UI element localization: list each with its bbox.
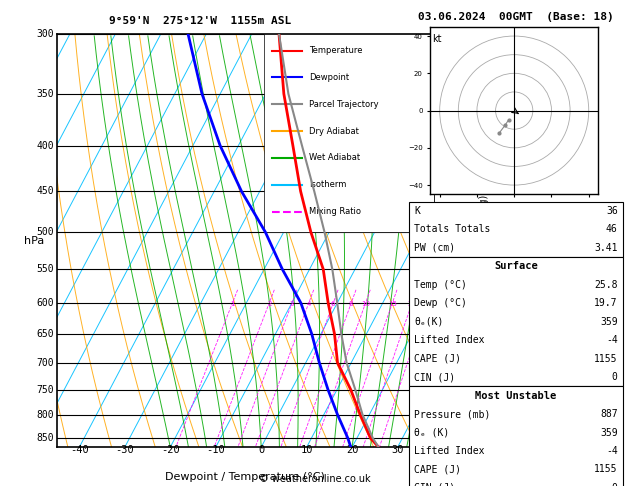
Text: 600: 600 — [36, 298, 54, 308]
Text: 450: 450 — [36, 186, 54, 196]
Text: -10: -10 — [206, 445, 225, 455]
Text: 9°59'N  275°12'W  1155m ASL: 9°59'N 275°12'W 1155m ASL — [109, 16, 291, 26]
Text: Temp (°C): Temp (°C) — [414, 280, 467, 290]
Text: Most Unstable: Most Unstable — [475, 391, 557, 400]
Text: 550: 550 — [36, 264, 54, 274]
Text: kt: kt — [432, 34, 442, 44]
Text: 30: 30 — [391, 445, 404, 455]
Text: 359: 359 — [600, 317, 618, 327]
Text: 20: 20 — [346, 445, 359, 455]
Text: Lifted Index: Lifted Index — [414, 335, 484, 345]
Text: 15: 15 — [388, 301, 397, 307]
Text: 1: 1 — [230, 301, 235, 307]
Text: θₑ(K): θₑ(K) — [414, 317, 443, 327]
Text: 0: 0 — [612, 483, 618, 486]
Text: 887: 887 — [600, 409, 618, 419]
Text: -4: -4 — [606, 335, 618, 345]
Text: Dewpoint / Temperature (°C): Dewpoint / Temperature (°C) — [165, 472, 325, 482]
Text: Pressure (mb): Pressure (mb) — [414, 409, 490, 419]
Text: km
ASL: km ASL — [449, 230, 467, 251]
Text: hPa: hPa — [24, 236, 44, 245]
Text: 20: 20 — [408, 301, 416, 307]
Text: 19.7: 19.7 — [594, 298, 618, 308]
Text: 10: 10 — [301, 445, 313, 455]
Text: 2: 2 — [267, 301, 272, 307]
Text: 750: 750 — [36, 384, 54, 395]
Text: LCL: LCL — [438, 410, 454, 419]
Text: 10: 10 — [361, 301, 370, 307]
Text: 03.06.2024  00GMT  (Base: 18): 03.06.2024 00GMT (Base: 18) — [418, 12, 614, 22]
Text: 500: 500 — [36, 227, 54, 237]
Text: -20: -20 — [161, 445, 180, 455]
Text: Mixing Ratio (g/kg): Mixing Ratio (g/kg) — [479, 194, 489, 287]
Text: 8: 8 — [349, 301, 353, 307]
Text: 4: 4 — [306, 301, 311, 307]
Text: Totals Totals: Totals Totals — [414, 225, 490, 234]
Text: 8: 8 — [437, 89, 442, 99]
Text: -4: -4 — [606, 446, 618, 456]
Text: CAPE (J): CAPE (J) — [414, 354, 461, 364]
Text: 300: 300 — [36, 29, 54, 39]
Text: CIN (J): CIN (J) — [414, 372, 455, 382]
Text: 850: 850 — [36, 433, 54, 443]
Text: 2: 2 — [437, 433, 443, 443]
Text: Dry Adiabat: Dry Adiabat — [309, 126, 359, 136]
Text: 25: 25 — [423, 301, 432, 307]
Text: 6: 6 — [437, 227, 442, 237]
Text: 0: 0 — [258, 445, 264, 455]
Text: 800: 800 — [36, 410, 54, 419]
Text: Surface: Surface — [494, 261, 538, 271]
Text: 650: 650 — [36, 329, 54, 339]
Text: CIN (J): CIN (J) — [414, 483, 455, 486]
Text: 3: 3 — [437, 410, 442, 419]
Text: 46: 46 — [606, 225, 618, 234]
Text: PW (cm): PW (cm) — [414, 243, 455, 253]
Text: 4: 4 — [437, 358, 442, 368]
Text: 350: 350 — [36, 89, 54, 99]
Text: CAPE (J): CAPE (J) — [414, 465, 461, 474]
Text: -40: -40 — [70, 445, 89, 455]
Text: Wet Adiabat: Wet Adiabat — [309, 154, 360, 162]
Text: Mixing Ratio: Mixing Ratio — [309, 207, 362, 216]
Text: 0: 0 — [612, 372, 618, 382]
Text: Temperature: Temperature — [309, 46, 363, 55]
Bar — [264, 34, 434, 232]
Text: 1155: 1155 — [594, 465, 618, 474]
Text: © weatheronline.co.uk: © weatheronline.co.uk — [259, 473, 370, 484]
Text: Lifted Index: Lifted Index — [414, 446, 484, 456]
Text: θₑ (K): θₑ (K) — [414, 428, 449, 437]
Text: 700: 700 — [36, 358, 54, 368]
Text: 25.8: 25.8 — [594, 280, 618, 290]
Text: 3: 3 — [290, 301, 294, 307]
Text: 7: 7 — [437, 140, 443, 151]
Text: 1155: 1155 — [594, 354, 618, 364]
Text: Isotherm: Isotherm — [309, 180, 347, 190]
Text: 3.41: 3.41 — [594, 243, 618, 253]
Text: Dewp (°C): Dewp (°C) — [414, 298, 467, 308]
Text: Dewpoint: Dewpoint — [309, 73, 350, 82]
Text: 36: 36 — [606, 206, 618, 216]
Text: 5: 5 — [437, 298, 443, 308]
Text: 359: 359 — [600, 428, 618, 437]
Text: 6: 6 — [331, 301, 335, 307]
Text: 400: 400 — [36, 140, 54, 151]
Text: 9: 9 — [437, 29, 442, 39]
Text: K: K — [414, 206, 420, 216]
Text: Parcel Trajectory: Parcel Trajectory — [309, 100, 379, 109]
Text: -30: -30 — [116, 445, 134, 455]
